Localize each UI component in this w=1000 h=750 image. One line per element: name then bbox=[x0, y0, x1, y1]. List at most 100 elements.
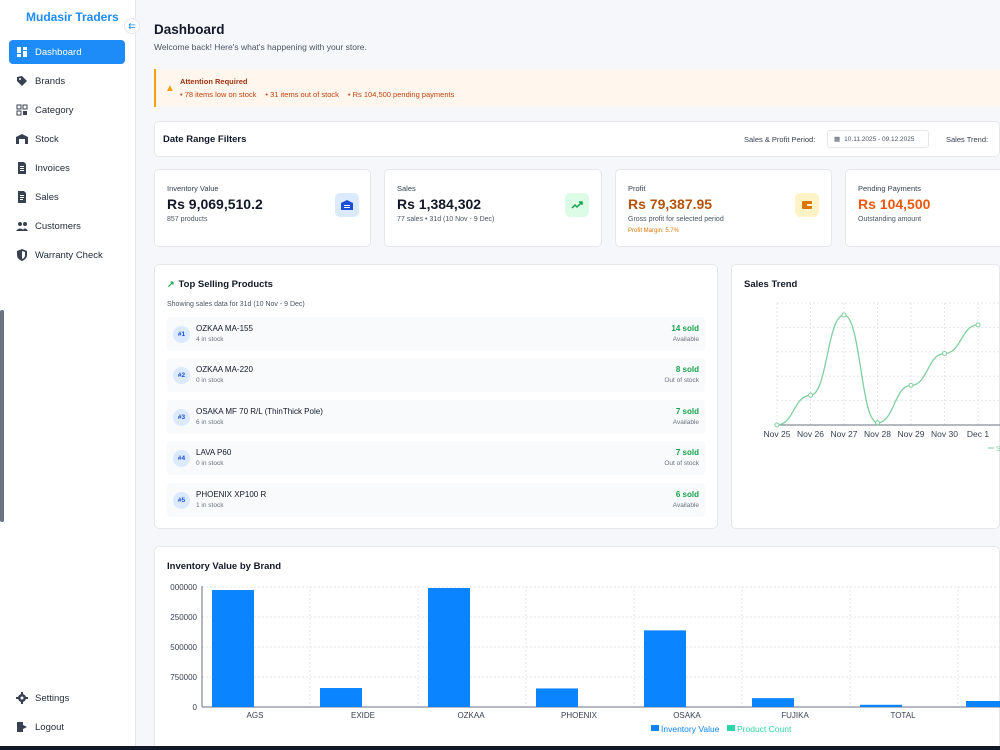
document-icon bbox=[16, 162, 28, 174]
product-name: PHOENIX XP100 R bbox=[196, 490, 267, 499]
filters-title: Date Range Filters bbox=[163, 134, 247, 145]
category-icon bbox=[16, 104, 28, 116]
calendar-icon: ▦ bbox=[834, 136, 841, 143]
data-point bbox=[908, 382, 914, 388]
x-tick-label: OSAKA bbox=[673, 711, 701, 720]
warehouse-icon bbox=[335, 193, 359, 217]
card-value: Rs 104,500 bbox=[858, 196, 931, 212]
sidebar-item-label: Category bbox=[35, 104, 74, 116]
data-point bbox=[808, 392, 813, 398]
period-date-input[interactable]: ▦ 10.11.2025 - 09.12.2025 bbox=[827, 130, 929, 148]
inventory-by-brand-title: Inventory Value by Brand bbox=[167, 561, 282, 572]
scrollbar-handle[interactable] bbox=[0, 310, 4, 522]
product-status: Out of stock bbox=[664, 460, 699, 467]
inventory-by-brand-chart: 000000 250000 500000 750000 0 AGS EXIDE OZKAA PH… bbox=[170, 583, 1000, 734]
brand-title[interactable]: Mudasir Traders bbox=[26, 10, 119, 24]
product-sold: 8 sold bbox=[675, 365, 699, 374]
product-name: OSAKA MF 70 R/L (ThinThick Pole) bbox=[196, 407, 323, 416]
x-tick-label: Nov 26 bbox=[797, 429, 824, 439]
page-title: Dashboard bbox=[154, 22, 225, 37]
product-row[interactable]: #1 OZKAA MA-155 4 in stock 14 sold Avail… bbox=[167, 317, 705, 351]
period-date-value: 10.11.2025 - 09.12.2025 bbox=[844, 135, 915, 143]
alert-title: Attention Required bbox=[180, 77, 248, 86]
sidebar-item-warranty-check[interactable]: Warranty Check bbox=[9, 243, 125, 267]
grid-icon bbox=[16, 46, 28, 58]
sidebar-item-logout[interactable]: Logout bbox=[9, 715, 125, 739]
tag-icon bbox=[16, 75, 28, 87]
bar bbox=[212, 590, 254, 707]
sidebar-item-category[interactable]: Category bbox=[9, 98, 125, 122]
x-tick-label: FUJIKA bbox=[781, 711, 809, 720]
collapse-sidebar-button[interactable]: ⇇ bbox=[124, 18, 140, 34]
alert-item: • Rs 104,500 pending payments bbox=[347, 90, 455, 99]
rank-badge: #4 bbox=[173, 450, 190, 467]
x-tick-label: Nov 29 bbox=[898, 429, 925, 439]
sidebar-item-settings[interactable]: Settings bbox=[9, 686, 125, 710]
sidebar-item-customers[interactable]: Customers bbox=[9, 214, 125, 238]
sidebar-item-label: Sales bbox=[35, 191, 59, 203]
window-bottom-edge bbox=[0, 746, 1000, 750]
legend-label: Inventory Value bbox=[661, 724, 720, 734]
sidebar-item-stock[interactable]: Stock bbox=[9, 127, 125, 151]
sales-trend-title: Sales Trend bbox=[744, 279, 798, 290]
product-row[interactable]: #4 LAVA P60 0 in stock 7 sold Out of sto… bbox=[167, 441, 705, 475]
legend-swatch bbox=[727, 725, 735, 731]
sales-trend-panel: Sales Trend Nov 25 Nov 26 Nov 27 Nov 28 Nov … bbox=[731, 264, 1000, 529]
page-subtitle: Welcome back! Here's what's happening wi… bbox=[154, 42, 367, 52]
attention-alert: ▲ Attention Required • 78 items low on s… bbox=[154, 69, 1000, 107]
data-point bbox=[875, 420, 880, 426]
product-row[interactable]: #2 OZKAA MA-220 0 in stock 8 sold Out of… bbox=[167, 358, 705, 392]
sidebar-item-sales[interactable]: Sales bbox=[9, 185, 125, 209]
sidebar-item-brands[interactable]: Brands bbox=[9, 69, 125, 93]
product-stock: 0 in stock bbox=[196, 377, 224, 384]
y-tick-label: 750000 bbox=[170, 673, 197, 682]
bar bbox=[536, 688, 578, 707]
product-status: Available bbox=[672, 502, 699, 509]
y-tick-label: 0 bbox=[193, 703, 198, 712]
trending-up-icon: ↗ bbox=[167, 279, 175, 289]
sales-card: Sales Rs 1,384,302 77 sales • 31d (10 No… bbox=[384, 169, 602, 247]
sidebar-item-label: Settings bbox=[35, 692, 70, 704]
y-tick-label: 250000 bbox=[170, 613, 197, 622]
chevrons-left-icon: ⇇ bbox=[128, 21, 136, 31]
product-name: LAVA P60 bbox=[196, 448, 232, 457]
card-label: Pending Payments bbox=[858, 184, 921, 193]
product-row[interactable]: #3 OSAKA MF 70 R/L (ThinThick Pole) 6 in… bbox=[167, 400, 705, 434]
logout-icon bbox=[16, 721, 28, 733]
card-value: Rs 9,069,510.2 bbox=[167, 196, 263, 212]
trending-up-icon bbox=[565, 193, 589, 217]
x-tick-label: Nov 28 bbox=[864, 429, 891, 439]
sidebar-item-invoices[interactable]: Invoices bbox=[9, 156, 125, 180]
bar bbox=[860, 704, 902, 707]
rank-badge: #5 bbox=[173, 492, 190, 509]
card-sub: Gross profit for selected period bbox=[628, 216, 724, 223]
x-tick-label: EXIDE bbox=[351, 711, 375, 720]
product-stock: 0 in stock bbox=[196, 460, 224, 467]
profit-card: Profit Rs 79,387.95 Gross profit for sel… bbox=[615, 169, 832, 247]
bar bbox=[428, 588, 470, 707]
card-sub: 77 sales • 31d (10 Nov - 9 Dec) bbox=[397, 216, 495, 223]
shield-icon bbox=[16, 249, 28, 261]
top-selling-subtitle: Showing sales data for 31d (10 Nov - 9 D… bbox=[167, 301, 305, 308]
y-tick-label: 000000 bbox=[170, 583, 197, 592]
alert-items: • 78 items low on stock • 31 items out o… bbox=[180, 90, 454, 99]
warning-icon: ▲ bbox=[165, 83, 175, 94]
card-value: Rs 1,384,302 bbox=[397, 196, 482, 212]
inventory-by-brand-panel: Inventory Value by Brand 000000 250000 500… bbox=[154, 546, 1000, 750]
legend-label: Product Count bbox=[737, 724, 792, 734]
product-stock: 1 in stock bbox=[196, 502, 224, 509]
card-label: Inventory Value bbox=[167, 184, 219, 193]
product-row[interactable]: #5 PHOENIX XP100 R 1 in stock 6 sold Ava… bbox=[167, 483, 705, 517]
bar bbox=[644, 630, 686, 707]
data-point bbox=[942, 351, 947, 356]
product-sold: 6 sold bbox=[675, 490, 699, 499]
x-tick-label: Nov 25 bbox=[764, 429, 791, 439]
warehouse-icon bbox=[16, 133, 28, 145]
panel-title-text: Top Selling Products bbox=[178, 279, 273, 290]
pending-payments-card: Pending Payments Rs 104,500 Outstanding … bbox=[845, 169, 1000, 247]
product-sold: 14 sold bbox=[671, 324, 699, 333]
sidebar-item-label: Stock bbox=[35, 133, 59, 145]
bar bbox=[966, 701, 1000, 707]
product-status: Out of stock bbox=[664, 377, 699, 384]
sidebar-item-dashboard[interactable]: Dashboard bbox=[9, 40, 125, 64]
